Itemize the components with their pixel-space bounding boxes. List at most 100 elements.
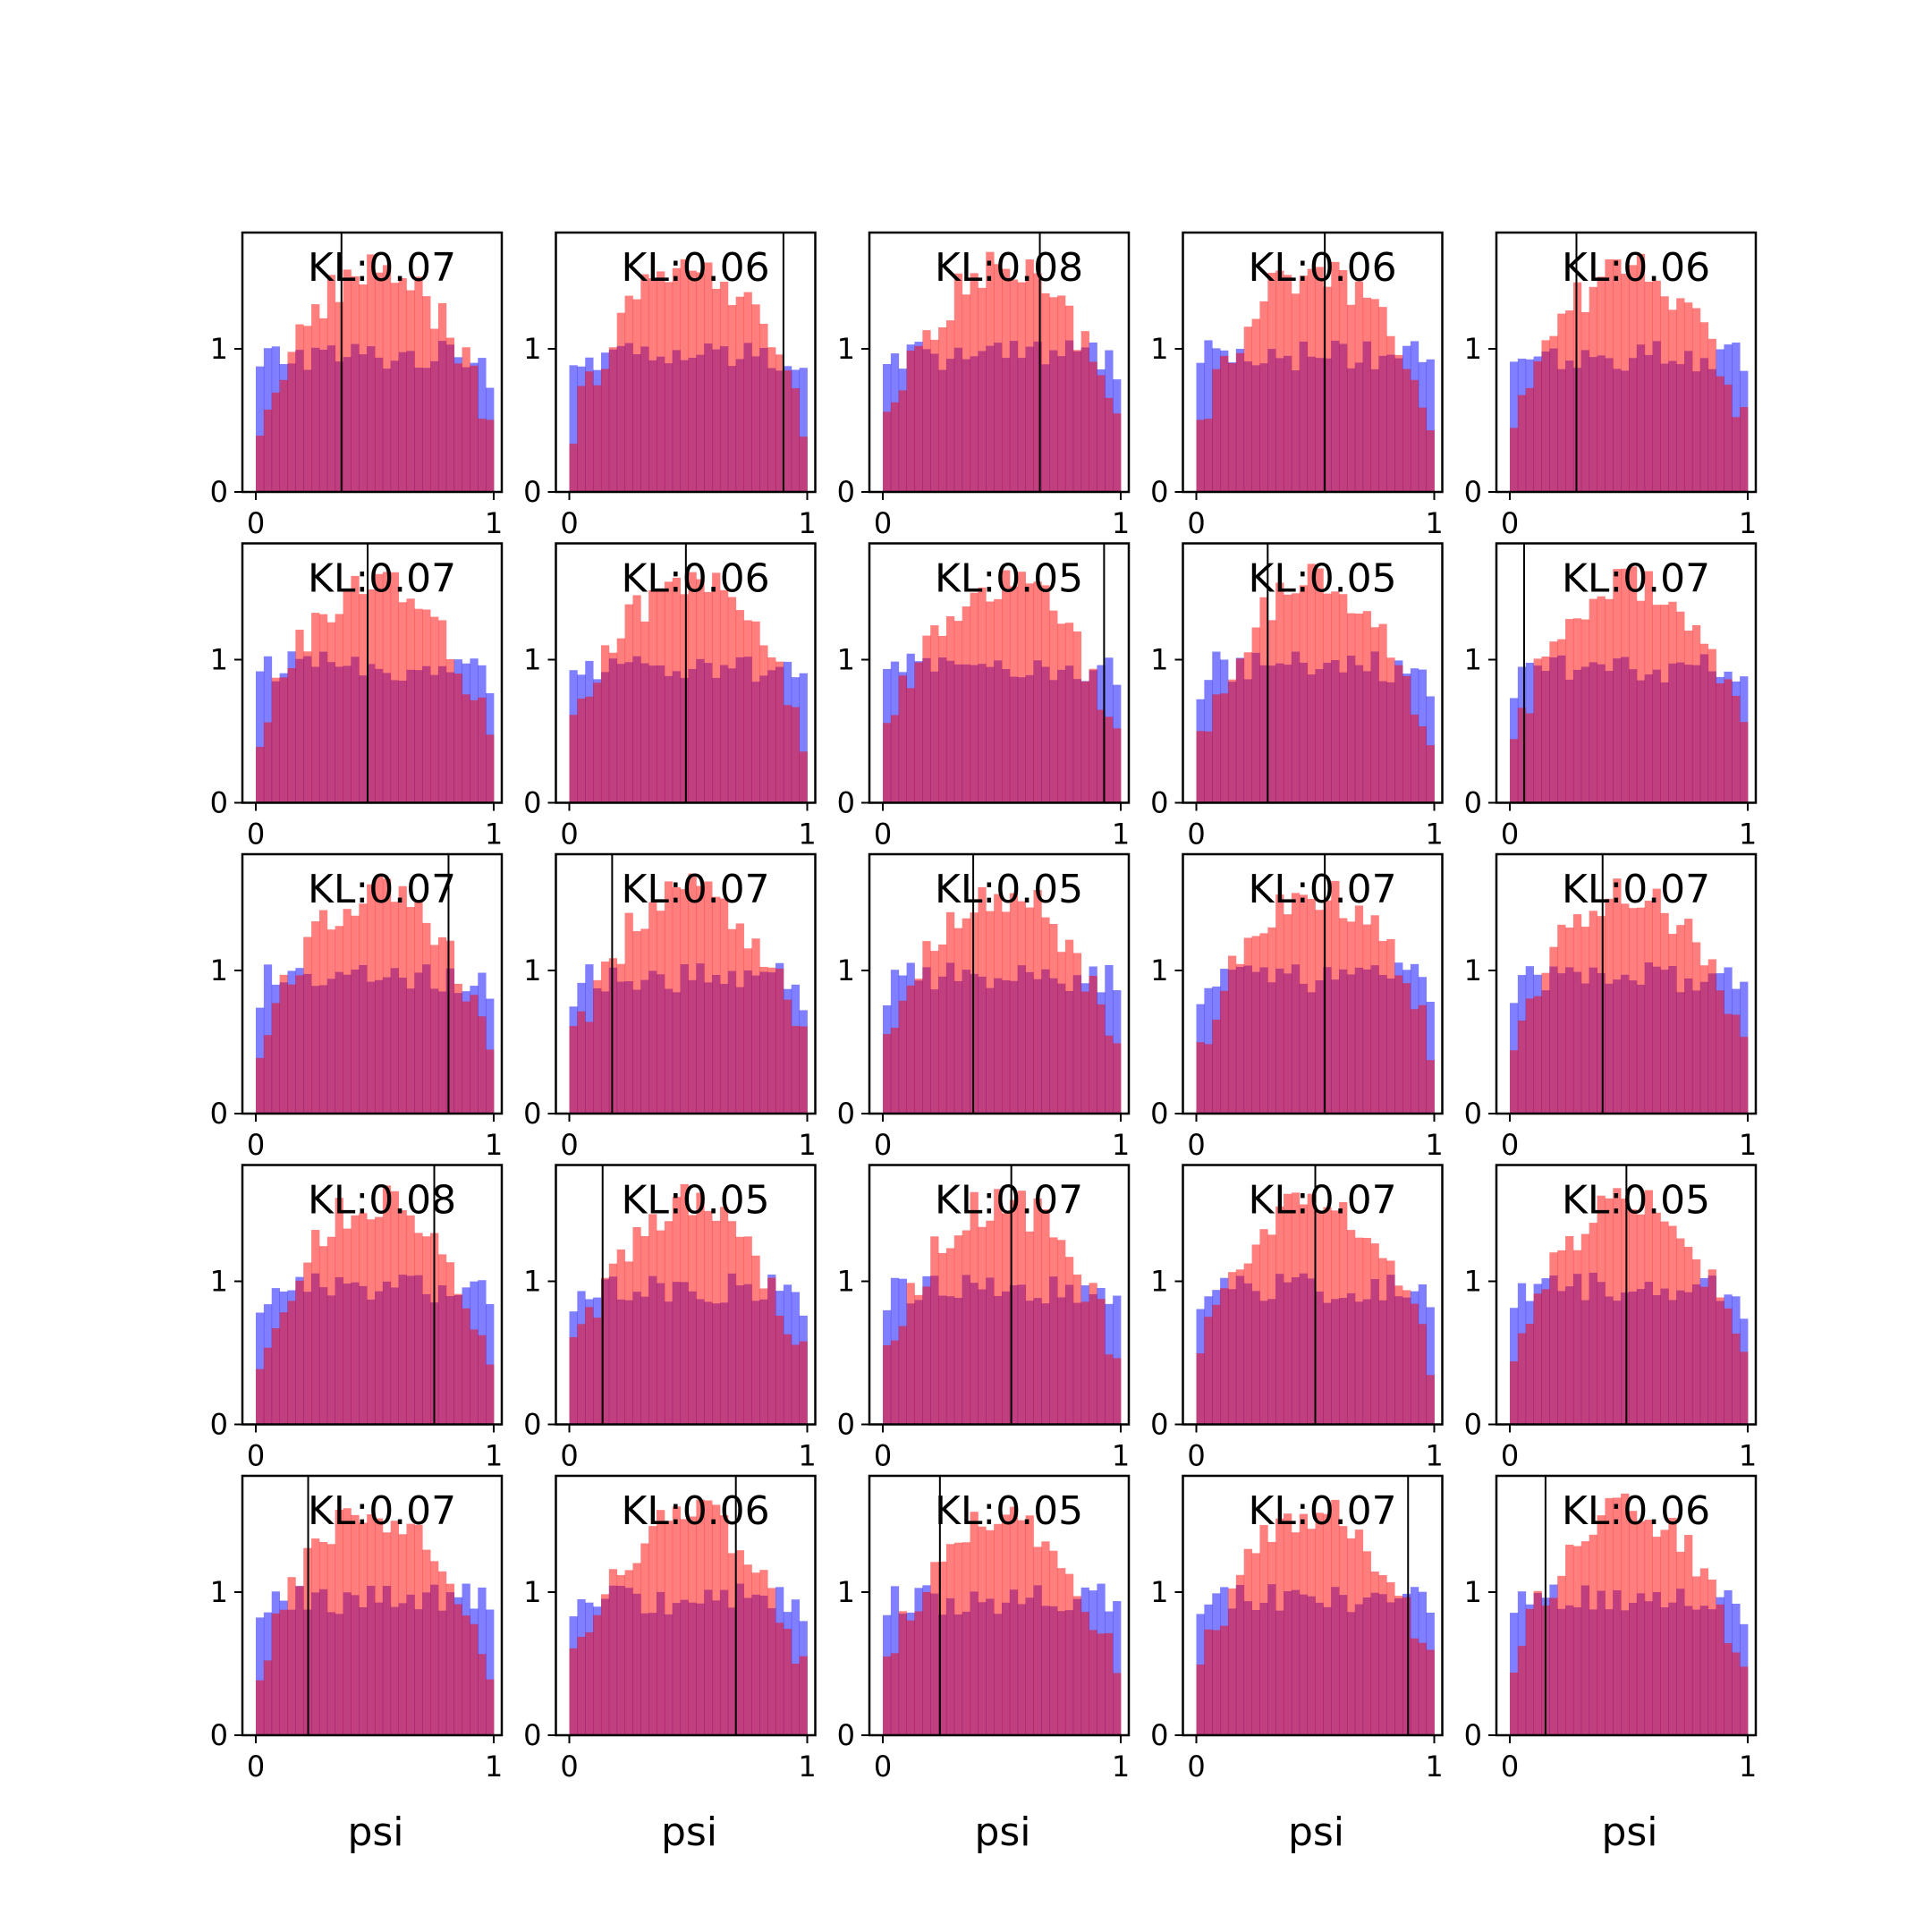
axes-frame: [1182, 852, 1444, 1115]
posterior-bar: [1716, 1604, 1724, 1735]
posterior-bar: [1426, 1375, 1435, 1425]
kl-label: KL:0.06: [622, 556, 770, 602]
kl-label: KL:0.05: [622, 1178, 770, 1224]
bars-group: [1196, 261, 1435, 492]
kl-label: KL:0.07: [1249, 1178, 1397, 1224]
posterior-bar: [335, 1509, 343, 1735]
posterior-bar: [1418, 1324, 1428, 1425]
x-tick-label: 1: [1739, 1439, 1757, 1473]
posterior-bar: [1410, 714, 1419, 803]
posterior-bar: [1362, 924, 1371, 1114]
posterior-bar: [486, 1364, 495, 1425]
posterior-bar: [953, 1542, 963, 1735]
posterior-bar: [632, 1563, 641, 1735]
x-tick-label: 0: [874, 1128, 892, 1162]
y-tick-label: 1: [1464, 332, 1482, 366]
x-tick-label: 1: [1112, 1750, 1130, 1784]
y-tick-label: 1: [837, 1575, 855, 1609]
posterior-bar: [1533, 360, 1542, 492]
posterior-bar: [367, 1219, 376, 1425]
posterior-bar: [1668, 1225, 1677, 1425]
posterior-bar: [287, 1301, 296, 1425]
posterior-bar: [1394, 354, 1403, 492]
posterior-bar: [1291, 293, 1301, 492]
posterior-bar: [1196, 1042, 1205, 1114]
posterior-bar: [759, 966, 768, 1114]
posterior-bar: [593, 1318, 602, 1425]
posterior-bar: [978, 1226, 987, 1425]
posterior-bar: [1235, 1574, 1245, 1735]
posterior-bar: [1510, 1672, 1519, 1735]
posterior-bar: [727, 928, 737, 1114]
posterior-bar: [704, 591, 713, 803]
posterior-bar: [688, 873, 697, 1114]
posterior-bar: [970, 273, 979, 492]
posterior-bar: [367, 254, 376, 492]
x-axis-label: psi: [661, 1809, 717, 1855]
posterior-bar: [1644, 281, 1653, 492]
posterior-bar: [1724, 385, 1733, 492]
x-axis-label: psi: [974, 1809, 1030, 1855]
y-tick-label: 0: [210, 1408, 228, 1442]
posterior-bar: [486, 1679, 495, 1735]
bars-group: [883, 570, 1122, 803]
posterior-bar: [478, 697, 487, 803]
posterior-bar: [883, 1656, 892, 1735]
posterior-bar: [585, 1631, 594, 1735]
posterior-bar: [978, 587, 987, 803]
posterior-bar: [256, 1057, 265, 1114]
posterior-bar: [1057, 295, 1066, 492]
posterior-bar: [986, 911, 995, 1114]
subplot-2: 0 1 0 1 KL:0.06: [523, 231, 817, 540]
y-tick-label: 0: [210, 786, 228, 820]
posterior-bar: [1002, 1213, 1011, 1425]
posterior-bar: [1212, 369, 1221, 492]
posterior-bar: [398, 278, 407, 492]
posterior-bar: [430, 945, 439, 1114]
posterior-bar: [1009, 279, 1019, 492]
posterior-bar: [1740, 407, 1749, 492]
subplot-19: 0 1 0 1 KL:0.07: [1150, 1164, 1444, 1473]
posterior-bar: [398, 886, 407, 1114]
posterior-bar: [1370, 1243, 1379, 1425]
posterior-bar: [1291, 1532, 1301, 1735]
posterior-bar: [1510, 1361, 1519, 1425]
posterior-bar: [1644, 1190, 1653, 1425]
posterior-bar: [1644, 901, 1653, 1114]
posterior-bar: [914, 662, 923, 803]
posterior-bar: [1517, 708, 1527, 803]
y-tick-label: 1: [1150, 643, 1168, 677]
posterior-bar: [624, 604, 633, 803]
posterior-bar: [994, 598, 1003, 803]
posterior-bar: [585, 1021, 594, 1114]
x-axis-label: psi: [347, 1809, 403, 1855]
y-tick-label: 1: [1464, 953, 1482, 987]
posterior-bar: [953, 621, 963, 803]
posterior-bar: [585, 371, 594, 492]
posterior-bar: [898, 1326, 907, 1425]
bars-group: [256, 875, 495, 1114]
posterior-bar: [422, 296, 431, 492]
posterior-bar: [326, 622, 336, 803]
posterior-bar: [1362, 1237, 1371, 1425]
posterior-bar: [1621, 903, 1630, 1114]
posterior-bar: [986, 1220, 995, 1425]
posterior-bar: [759, 1288, 768, 1425]
posterior-bar: [1275, 582, 1284, 803]
posterior-bar: [640, 928, 649, 1114]
posterior-bar: [271, 1003, 280, 1114]
posterior-bar: [1732, 417, 1741, 492]
posterior-bar: [1589, 286, 1597, 492]
posterior-bar: [1259, 301, 1268, 492]
subplot-25: 0 1 0 1 KL:0.06 psi: [1464, 1474, 1758, 1855]
subplot-20: 0 1 0 1 KL:0.05: [1464, 1164, 1758, 1473]
x-tick-label: 1: [1425, 1439, 1443, 1473]
posterior-bar: [462, 694, 470, 803]
posterior-bar: [1346, 613, 1356, 803]
posterior-bar: [1724, 1308, 1733, 1425]
posterior-bar: [453, 363, 462, 492]
posterior-bar: [1284, 275, 1292, 492]
axes-frame: [555, 231, 817, 494]
posterior-bar: [1064, 1257, 1074, 1425]
posterior-bar: [1605, 1198, 1614, 1425]
